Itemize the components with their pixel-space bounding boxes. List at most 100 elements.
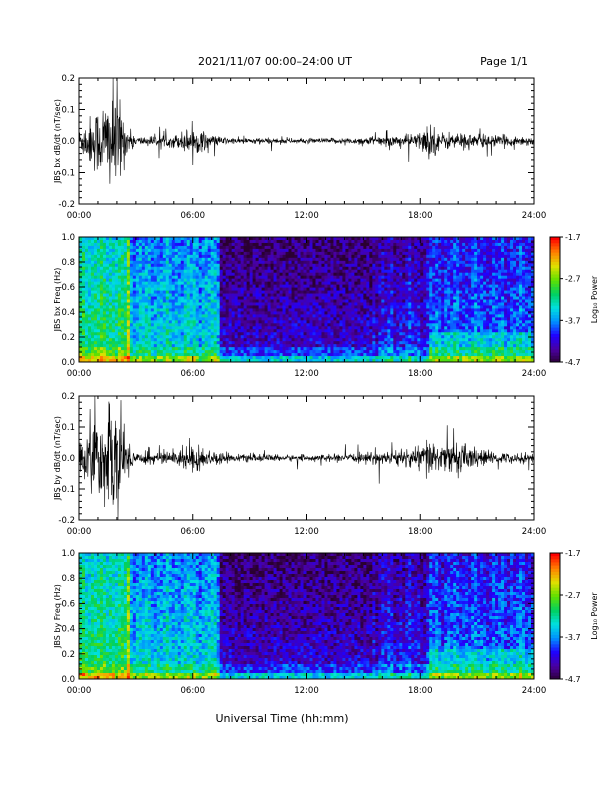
spectrogram-cell <box>261 251 265 256</box>
spectrogram-cell <box>420 260 424 265</box>
spectrogram-cell <box>300 293 304 297</box>
spectrogram-cell <box>192 305 197 309</box>
spectrogram-cell <box>183 272 188 277</box>
spectrogram-cell <box>402 257 406 262</box>
spectrogram-cell <box>354 323 358 327</box>
spectrogram-cell <box>228 266 233 271</box>
spectrogram-cell <box>240 263 245 268</box>
spectrogram-cell <box>408 278 412 283</box>
spectrogram-cell <box>372 269 376 274</box>
spectrogram-cell <box>108 308 113 312</box>
spectrogram-cell <box>99 320 104 324</box>
spectrogram-cell <box>252 296 257 300</box>
spectrogram-cell <box>345 266 349 271</box>
spectrogram-cell <box>243 347 248 351</box>
spectrogram-cell <box>276 305 280 309</box>
spectrogram-cell <box>79 356 83 360</box>
spectrogram-cell <box>129 347 134 351</box>
spectrogram-cell <box>225 341 230 345</box>
spectrogram-cell <box>318 239 322 244</box>
spectrogram-cell <box>207 356 212 360</box>
spectrogram-cell <box>177 242 182 247</box>
spectrogram-cell <box>348 237 352 241</box>
spectrogram-cell <box>189 356 194 360</box>
spectrogram-cell <box>258 341 262 345</box>
spectrogram-cell <box>204 335 209 339</box>
spectrogram-cell <box>345 257 349 262</box>
spectrogram-cell <box>183 305 188 309</box>
spectrogram-cell <box>381 272 385 277</box>
y-tick-label: 0.2 <box>61 74 75 84</box>
spectrogram-cell <box>135 254 140 259</box>
spectrogram-cell <box>102 320 107 324</box>
spectrogram-cell <box>282 356 286 360</box>
spectrogram-cell <box>336 260 340 265</box>
spectrogram-cell <box>396 269 400 274</box>
spectrogram-cell <box>258 266 262 271</box>
spectrogram-cell <box>120 329 125 333</box>
spectrogram-cell <box>171 341 176 345</box>
spectrogram-cell <box>156 275 161 280</box>
spectrogram-cell <box>312 308 316 312</box>
spectrogram-cell <box>126 347 131 351</box>
spectrogram-cell <box>372 260 376 265</box>
spectrogram-cell <box>234 335 239 339</box>
spectrogram-cell <box>186 284 191 288</box>
spectrogram-cell <box>102 266 107 271</box>
spectrogram-cell <box>336 311 340 315</box>
spectrogram-cell <box>111 314 116 318</box>
spectrogram-cell <box>177 278 182 283</box>
spectrogram-cell <box>405 308 409 312</box>
spectrogram-cell <box>216 353 221 357</box>
spectrogram-cell <box>318 332 322 336</box>
spectrogram-cell <box>129 305 134 309</box>
spectrogram-cell <box>264 263 268 268</box>
spectrogram-cell <box>168 317 173 321</box>
spectrogram-cell <box>174 311 179 315</box>
spectrogram-cell <box>270 254 274 259</box>
spectrogram-cell <box>249 317 254 321</box>
spectrogram-cell <box>225 248 230 253</box>
spectrogram-cell <box>354 278 358 283</box>
spectrogram-cell <box>417 317 421 321</box>
spectrogram-cell <box>177 314 182 318</box>
spectrogram-cell <box>153 284 158 288</box>
spectrogram-cell <box>303 341 307 345</box>
spectrogram-cell <box>381 314 385 318</box>
spectrogram-cell <box>177 248 182 253</box>
spectrogram-cell <box>231 299 236 303</box>
spectrogram-cell <box>162 245 167 250</box>
spectrogram-cell <box>246 359 251 362</box>
spectrogram-cell <box>258 344 262 348</box>
spectrogram-cell <box>333 269 337 274</box>
spectrogram-cell <box>318 320 322 324</box>
spectrogram-cell <box>324 237 328 241</box>
spectrogram-cell <box>288 281 292 286</box>
spectrogram-cell <box>252 284 257 288</box>
spectrogram-cell <box>393 302 397 306</box>
spectrogram-cell <box>141 314 146 318</box>
spectrogram-cell <box>87 239 92 244</box>
spectrogram-cell <box>204 281 209 286</box>
spectrogram-cell <box>420 287 424 291</box>
spectrogram-cell <box>111 237 116 241</box>
spectrogram-cell <box>192 266 197 271</box>
spectrogram-cell <box>168 266 173 271</box>
spectrogram-cell <box>150 323 155 327</box>
spectrogram-cell <box>159 269 164 274</box>
spectrogram-cell <box>216 344 221 348</box>
spectrogram-cell <box>228 275 233 280</box>
spectrogram-cell <box>348 239 352 244</box>
spectrogram-cell <box>369 338 373 342</box>
spectrogram-cell <box>381 323 385 327</box>
spectrogram-cell <box>132 341 137 345</box>
spectrogram-cell <box>162 350 167 354</box>
spectrogram-cell <box>159 308 164 312</box>
spectrogram-cell <box>201 356 206 360</box>
spectrogram-cell <box>87 341 92 345</box>
spectrogram-cell <box>282 335 286 339</box>
spectrogram-cell <box>336 308 340 312</box>
spectrogram-cell <box>159 359 164 362</box>
spectrogram-cell <box>408 245 412 250</box>
spectrogram-cell <box>210 308 215 312</box>
